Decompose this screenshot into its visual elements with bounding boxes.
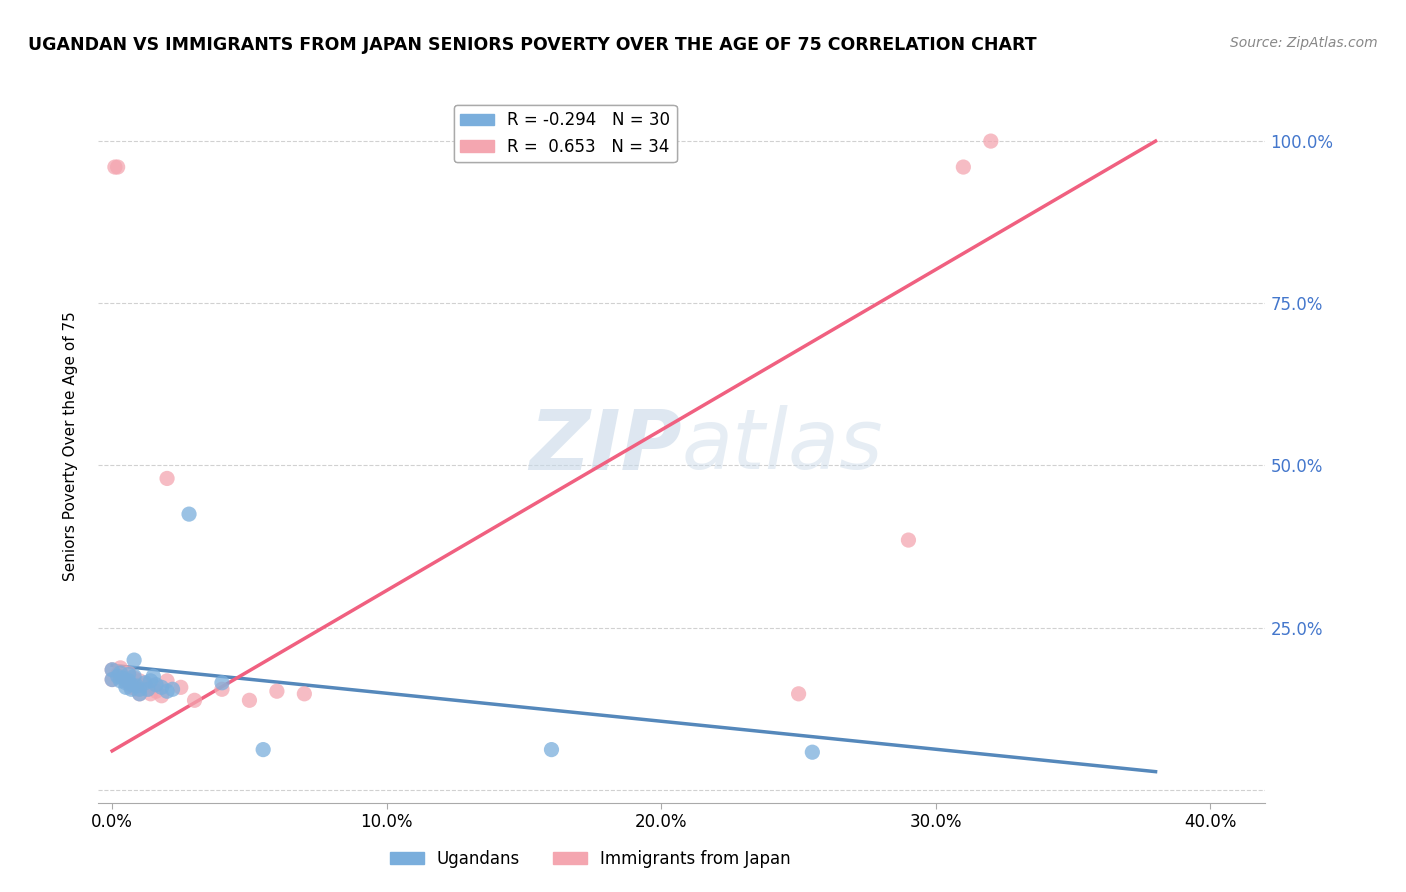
Point	[117, 675, 139, 690]
Point	[150, 689, 173, 703]
Point	[266, 684, 288, 698]
Point	[120, 681, 142, 695]
Point	[101, 673, 124, 687]
Point	[115, 675, 138, 690]
Point	[117, 667, 139, 681]
Point	[122, 671, 145, 685]
Point	[112, 669, 135, 683]
Point	[122, 653, 145, 667]
Point	[101, 663, 124, 677]
Point	[128, 687, 150, 701]
Point	[107, 160, 129, 174]
Point	[787, 687, 810, 701]
Point	[211, 675, 233, 690]
Point	[134, 678, 156, 692]
Point	[125, 682, 148, 697]
Point	[156, 673, 179, 688]
Point	[952, 160, 974, 174]
Point	[122, 679, 145, 693]
Point	[211, 682, 233, 697]
Point	[238, 693, 260, 707]
Point	[110, 666, 132, 681]
Point	[156, 471, 179, 485]
Point	[139, 687, 162, 701]
Y-axis label: Seniors Poverty Over the Age of 75: Seniors Poverty Over the Age of 75	[63, 311, 77, 581]
Point	[162, 682, 184, 697]
Point	[107, 667, 129, 681]
Point	[110, 661, 132, 675]
Point	[128, 673, 150, 688]
Point	[101, 673, 124, 687]
Point	[145, 684, 167, 698]
Text: UGANDAN VS IMMIGRANTS FROM JAPAN SENIORS POVERTY OVER THE AGE OF 75 CORRELATION : UGANDAN VS IMMIGRANTS FROM JAPAN SENIORS…	[28, 36, 1036, 54]
Point	[142, 669, 165, 683]
Point	[122, 669, 145, 683]
Legend: R = -0.294   N = 30, R =  0.653   N = 34: R = -0.294 N = 30, R = 0.653 N = 34	[454, 104, 676, 162]
Point	[540, 742, 562, 756]
Point	[107, 669, 129, 683]
Point	[110, 673, 132, 688]
Legend: Ugandans, Immigrants from Japan: Ugandans, Immigrants from Japan	[384, 844, 797, 875]
Point	[177, 507, 200, 521]
Point	[292, 687, 315, 701]
Point	[128, 687, 150, 701]
Point	[150, 681, 173, 695]
Point	[136, 682, 159, 697]
Text: ZIP: ZIP	[529, 406, 682, 486]
Point	[897, 533, 920, 547]
Point	[801, 745, 824, 759]
Point	[115, 681, 138, 695]
Point	[139, 673, 162, 688]
Point	[136, 682, 159, 697]
Text: Source: ZipAtlas.com: Source: ZipAtlas.com	[1230, 36, 1378, 50]
Point	[170, 681, 193, 695]
Point	[101, 663, 124, 677]
Point	[120, 678, 142, 692]
Point	[142, 679, 165, 693]
Point	[125, 679, 148, 693]
Point	[252, 742, 274, 756]
Point	[128, 682, 150, 697]
Point	[120, 682, 142, 697]
Point	[104, 160, 127, 174]
Text: atlas: atlas	[682, 406, 883, 486]
Point	[134, 675, 156, 690]
Point	[183, 693, 205, 707]
Point	[145, 678, 167, 692]
Point	[115, 673, 138, 688]
Point	[980, 134, 1002, 148]
Point	[117, 673, 139, 688]
Point	[117, 666, 139, 681]
Point	[156, 684, 179, 698]
Point	[112, 671, 135, 685]
